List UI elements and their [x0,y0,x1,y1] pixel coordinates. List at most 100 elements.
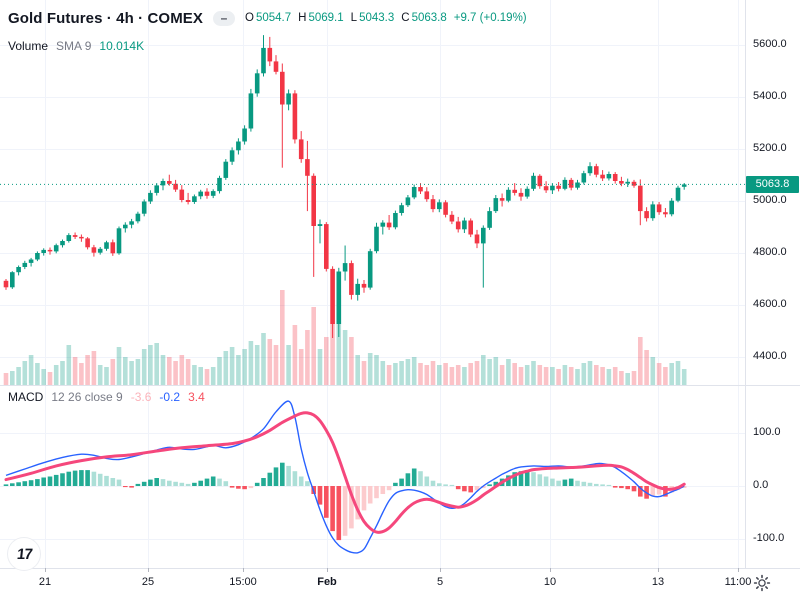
candle-body [386,222,392,228]
candle-body [47,249,53,252]
time-tick-mark [440,568,441,572]
high-label: H [298,12,307,24]
volume-bar [405,359,411,385]
candle-body [462,220,467,230]
macd-histogram-bar [223,481,229,486]
macd-histogram-bar [204,478,210,486]
volume-bar [298,349,304,385]
candle-body [638,185,643,212]
volume-bar [367,353,373,385]
candle-body [361,283,367,288]
candle-body [248,93,254,129]
collapse-legend-button[interactable]: – [213,10,236,26]
volume-bar [336,295,342,385]
time-tick-label: 10 [543,576,557,588]
volume-bar [154,343,159,385]
candle-body [60,241,65,246]
candle-body [468,220,473,235]
low-value: 5043.3 [359,12,395,24]
candle-body [524,188,530,197]
candle-body [631,181,637,186]
candle-body [443,202,448,215]
candle-body [512,189,517,193]
volume-bar [41,369,46,385]
volume-bar [581,363,587,385]
volume-bar [292,325,298,385]
candle-body [374,226,379,252]
candle-body [581,173,587,183]
candle-body [154,185,159,193]
macd-histogram-bar [254,482,260,486]
volume-bar [493,357,499,385]
candle-body [336,271,342,324]
open-value: 5054.7 [255,12,292,24]
candle-body [656,204,662,213]
last-price-label: 5063.8 [746,175,799,193]
macd-histogram-bar [481,486,486,489]
volume-bar [669,363,674,385]
time-tick-mark [738,568,739,572]
candle-body [292,93,298,140]
candle-body [135,213,141,222]
macd-histogram-bar [85,470,90,486]
candle-body [399,205,404,213]
volume-bar [305,330,310,385]
time-tick-mark [658,568,659,572]
price-tick-label: 5400.0 [753,90,787,102]
volume-bar [594,365,599,385]
time-axis[interactable]: 21 25 15:00 Feb 5 10 13 11:00 [0,568,753,600]
candle-body [53,245,59,252]
macd-histogram-bar [424,476,430,486]
candle-body [474,234,480,244]
macd-params: 12 26 close 9 [51,390,123,404]
volume-bar [625,373,630,385]
volume-bar [575,369,580,385]
candle-body [160,181,166,186]
macd-histogram-bar [110,478,116,486]
time-tick-label: 13 [651,576,665,588]
time-tick-mark [327,568,328,572]
candle-body [681,184,687,187]
candle-body [594,166,599,175]
candle-body [606,174,612,179]
macd-histogram-bar [612,486,618,488]
macd-histogram-bar [167,480,172,486]
candle-body [148,192,153,202]
macd-histogram-bar [261,478,266,486]
volume-bar [430,361,436,385]
candle-body [179,189,185,200]
macd-signal-value: 3.4 [188,390,205,404]
macd-histogram-bar [663,486,668,497]
macd-histogram-bar [91,471,97,486]
macd-histogram-bar [35,479,40,486]
price-axis[interactable]: 5063.8 5600.0 5400.0 5200.0 5000.0 4800.0 460… [746,0,800,568]
volume-bar [148,345,153,385]
volume-indicator-label[interactable]: Volume [8,39,49,53]
volume-bar [418,363,423,385]
candle-body [612,174,618,181]
time-tick-mark [148,568,149,572]
time-tick-label: 21 [38,576,52,588]
macd-indicator-label[interactable]: MACD [8,390,44,404]
volume-bar [110,359,116,385]
candle-body [487,211,492,228]
symbol-title[interactable]: Gold Futures · 4h · COMEX [8,9,204,27]
settings-gear-icon[interactable] [753,574,771,592]
macd-histogram-bar [594,483,599,486]
volume-bar [16,367,21,385]
candle-body [305,159,310,176]
macd-histogram-bar [393,482,398,486]
volume-bar [600,367,605,385]
tradingview-logo[interactable]: 17 [7,537,41,571]
volume-bar [543,367,549,385]
volume-bar [229,347,235,385]
volume-bar [179,355,185,385]
volume-bar [28,355,34,385]
macd-histogram-bar [3,484,9,486]
macd-histogram-bar [462,486,467,492]
volume-bar [512,363,517,385]
macd-histogram-bar [550,478,555,486]
volume-bar [204,369,210,385]
